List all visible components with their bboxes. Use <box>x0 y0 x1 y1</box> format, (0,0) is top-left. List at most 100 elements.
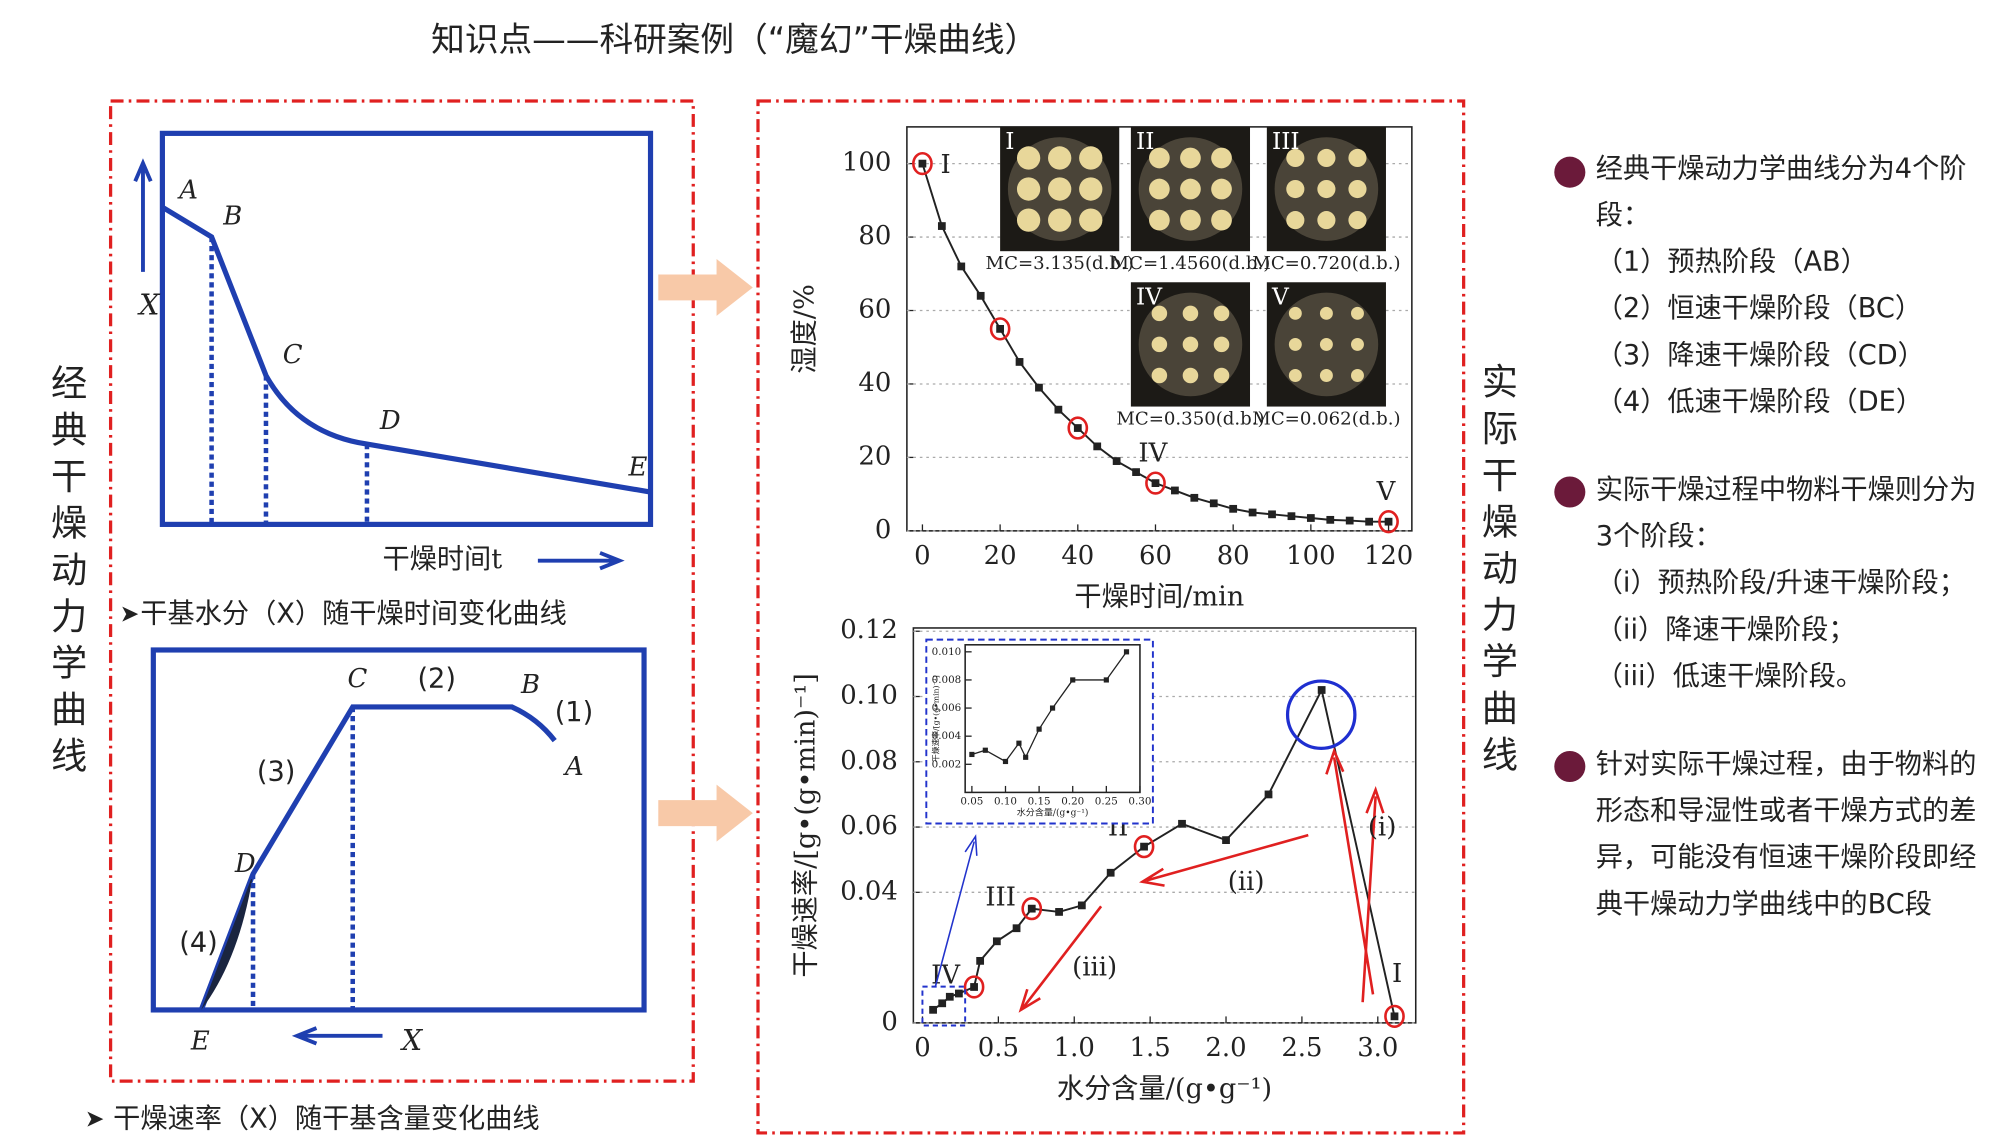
bullet-item: （i）预热阶段/升速干燥阶段； <box>1595 567 1966 599</box>
bullet-item: （iii）低速干燥阶段。 <box>1595 660 1864 692</box>
plot-frame <box>912 627 1417 1024</box>
highlight-circle <box>912 151 933 176</box>
label: B <box>520 670 540 700</box>
label: (1) <box>555 697 594 728</box>
data-point <box>1012 924 1021 933</box>
data-point <box>1036 726 1042 732</box>
y-tick-label: 20 <box>858 441 891 471</box>
data-point <box>918 159 927 168</box>
arrow <box>658 784 753 842</box>
label: (2) <box>417 663 456 694</box>
data-point <box>996 324 1004 333</box>
plot-frame <box>964 644 1141 794</box>
point-label: IV <box>1138 439 1168 469</box>
x-axis-label: 水分含量/(g•g⁻¹) <box>1017 807 1089 819</box>
stage-arrow <box>1361 786 1385 1003</box>
label: 干基水分（X）随干燥时间变化曲线 <box>140 599 566 630</box>
y-tick-label: 0.004 <box>932 730 962 742</box>
photo-slice <box>1286 148 1305 168</box>
highlight-circle <box>963 975 985 999</box>
data-line <box>971 651 1128 763</box>
x-tick-label: 0.10 <box>994 795 1017 807</box>
bullet-text: 经典干燥动力学曲线分为4个阶段： <box>1595 152 1967 231</box>
data-point <box>1209 499 1218 508</box>
photo-slice <box>1151 305 1168 322</box>
x-tick-label: 0.30 <box>1128 795 1151 807</box>
data-point <box>1151 479 1160 488</box>
photo-slice <box>1211 147 1232 169</box>
x-tick-label: 80 <box>1217 541 1250 571</box>
x-tick-label: 0.05 <box>960 795 983 807</box>
bullet: 经典干燥动力学曲线分为4个阶段： （1）预热阶段（AB） （2）恒速干燥阶段（BC）… <box>1596 145 1984 425</box>
photo-slice <box>1182 305 1199 322</box>
photo-slice <box>1151 336 1168 353</box>
photo-slice <box>1348 148 1367 168</box>
x-tick-label: 60 <box>1139 541 1172 571</box>
data-point <box>1123 649 1130 655</box>
right-frame <box>756 99 1466 1135</box>
label: C <box>283 340 303 370</box>
photo-slice <box>1180 147 1201 169</box>
x-tick-label: 3.0 <box>1357 1033 1398 1063</box>
photo-slice <box>1211 178 1232 200</box>
data-point <box>1112 457 1121 465</box>
bullet-dot <box>1554 750 1586 783</box>
data-point <box>1306 514 1315 522</box>
y-tick-label: 0.10 <box>840 681 898 711</box>
highlight-circle <box>989 317 1011 341</box>
point-label: III <box>985 882 1016 912</box>
x-axis-label: 干燥时间/min <box>1074 582 1244 613</box>
data-point <box>955 989 963 998</box>
data-point <box>1132 468 1140 476</box>
data-point <box>1002 758 1009 765</box>
photo-slice <box>1180 178 1201 200</box>
photo-slice <box>1317 211 1336 230</box>
data-point <box>957 262 966 271</box>
y-axis-label: 湿度/% <box>789 284 820 373</box>
stage-label: (i) <box>1368 813 1396 843</box>
guide-line <box>250 706 355 1010</box>
x-tick-label: 100 <box>1286 541 1335 571</box>
x-tick-label: 0.15 <box>1028 795 1051 807</box>
data-point <box>1178 819 1186 828</box>
photo-slice <box>1016 208 1041 232</box>
x-tick-label: 0.5 <box>978 1033 1019 1063</box>
label: (4) <box>179 927 218 958</box>
data-point <box>982 747 988 753</box>
photo-caption: MC=0.062(d.b.) <box>1252 409 1400 430</box>
photo-slice <box>1288 369 1302 382</box>
bullet: 针对实际干燥过程，由于物料的形态和导湿性或者干燥方式的差异，可能没有恒速干燥阶段… <box>1596 741 1984 927</box>
y-tick-label: 0.04 <box>840 876 898 906</box>
axis-arrow <box>291 1026 383 1046</box>
photo-slice <box>1286 179 1305 199</box>
data-point <box>1140 842 1148 851</box>
y-tick-label: 0.08 <box>840 746 898 776</box>
y-tick-label: 100 <box>842 148 891 178</box>
photo-slice <box>1213 336 1230 353</box>
photo-slice <box>1319 337 1333 351</box>
photo-slice <box>1211 209 1232 231</box>
data-point <box>992 937 1001 946</box>
data-point <box>929 1005 937 1014</box>
photo-slice <box>1213 367 1230 384</box>
point-label: V <box>1376 477 1397 507</box>
data-point <box>1264 790 1273 799</box>
bullet-item: （ii）降速干燥阶段； <box>1595 613 1856 645</box>
photo-slice <box>1319 306 1333 320</box>
photo-slice <box>1182 336 1199 353</box>
x-tick-label: 20 <box>984 541 1017 571</box>
data-point <box>1171 486 1179 495</box>
x-tick-label: 2.5 <box>1281 1033 1322 1063</box>
highlight-circle <box>1067 416 1089 440</box>
data-point <box>976 291 985 300</box>
data-point <box>1248 508 1257 517</box>
stage-label: (ii) <box>1228 867 1265 897</box>
highlight-circle <box>1378 510 1399 534</box>
label: E <box>190 1026 210 1056</box>
y-tick-label: 0.010 <box>932 646 962 658</box>
data-point <box>938 999 947 1008</box>
label: A <box>563 752 584 782</box>
data-point <box>1326 515 1335 524</box>
axis-arrow <box>133 158 153 272</box>
